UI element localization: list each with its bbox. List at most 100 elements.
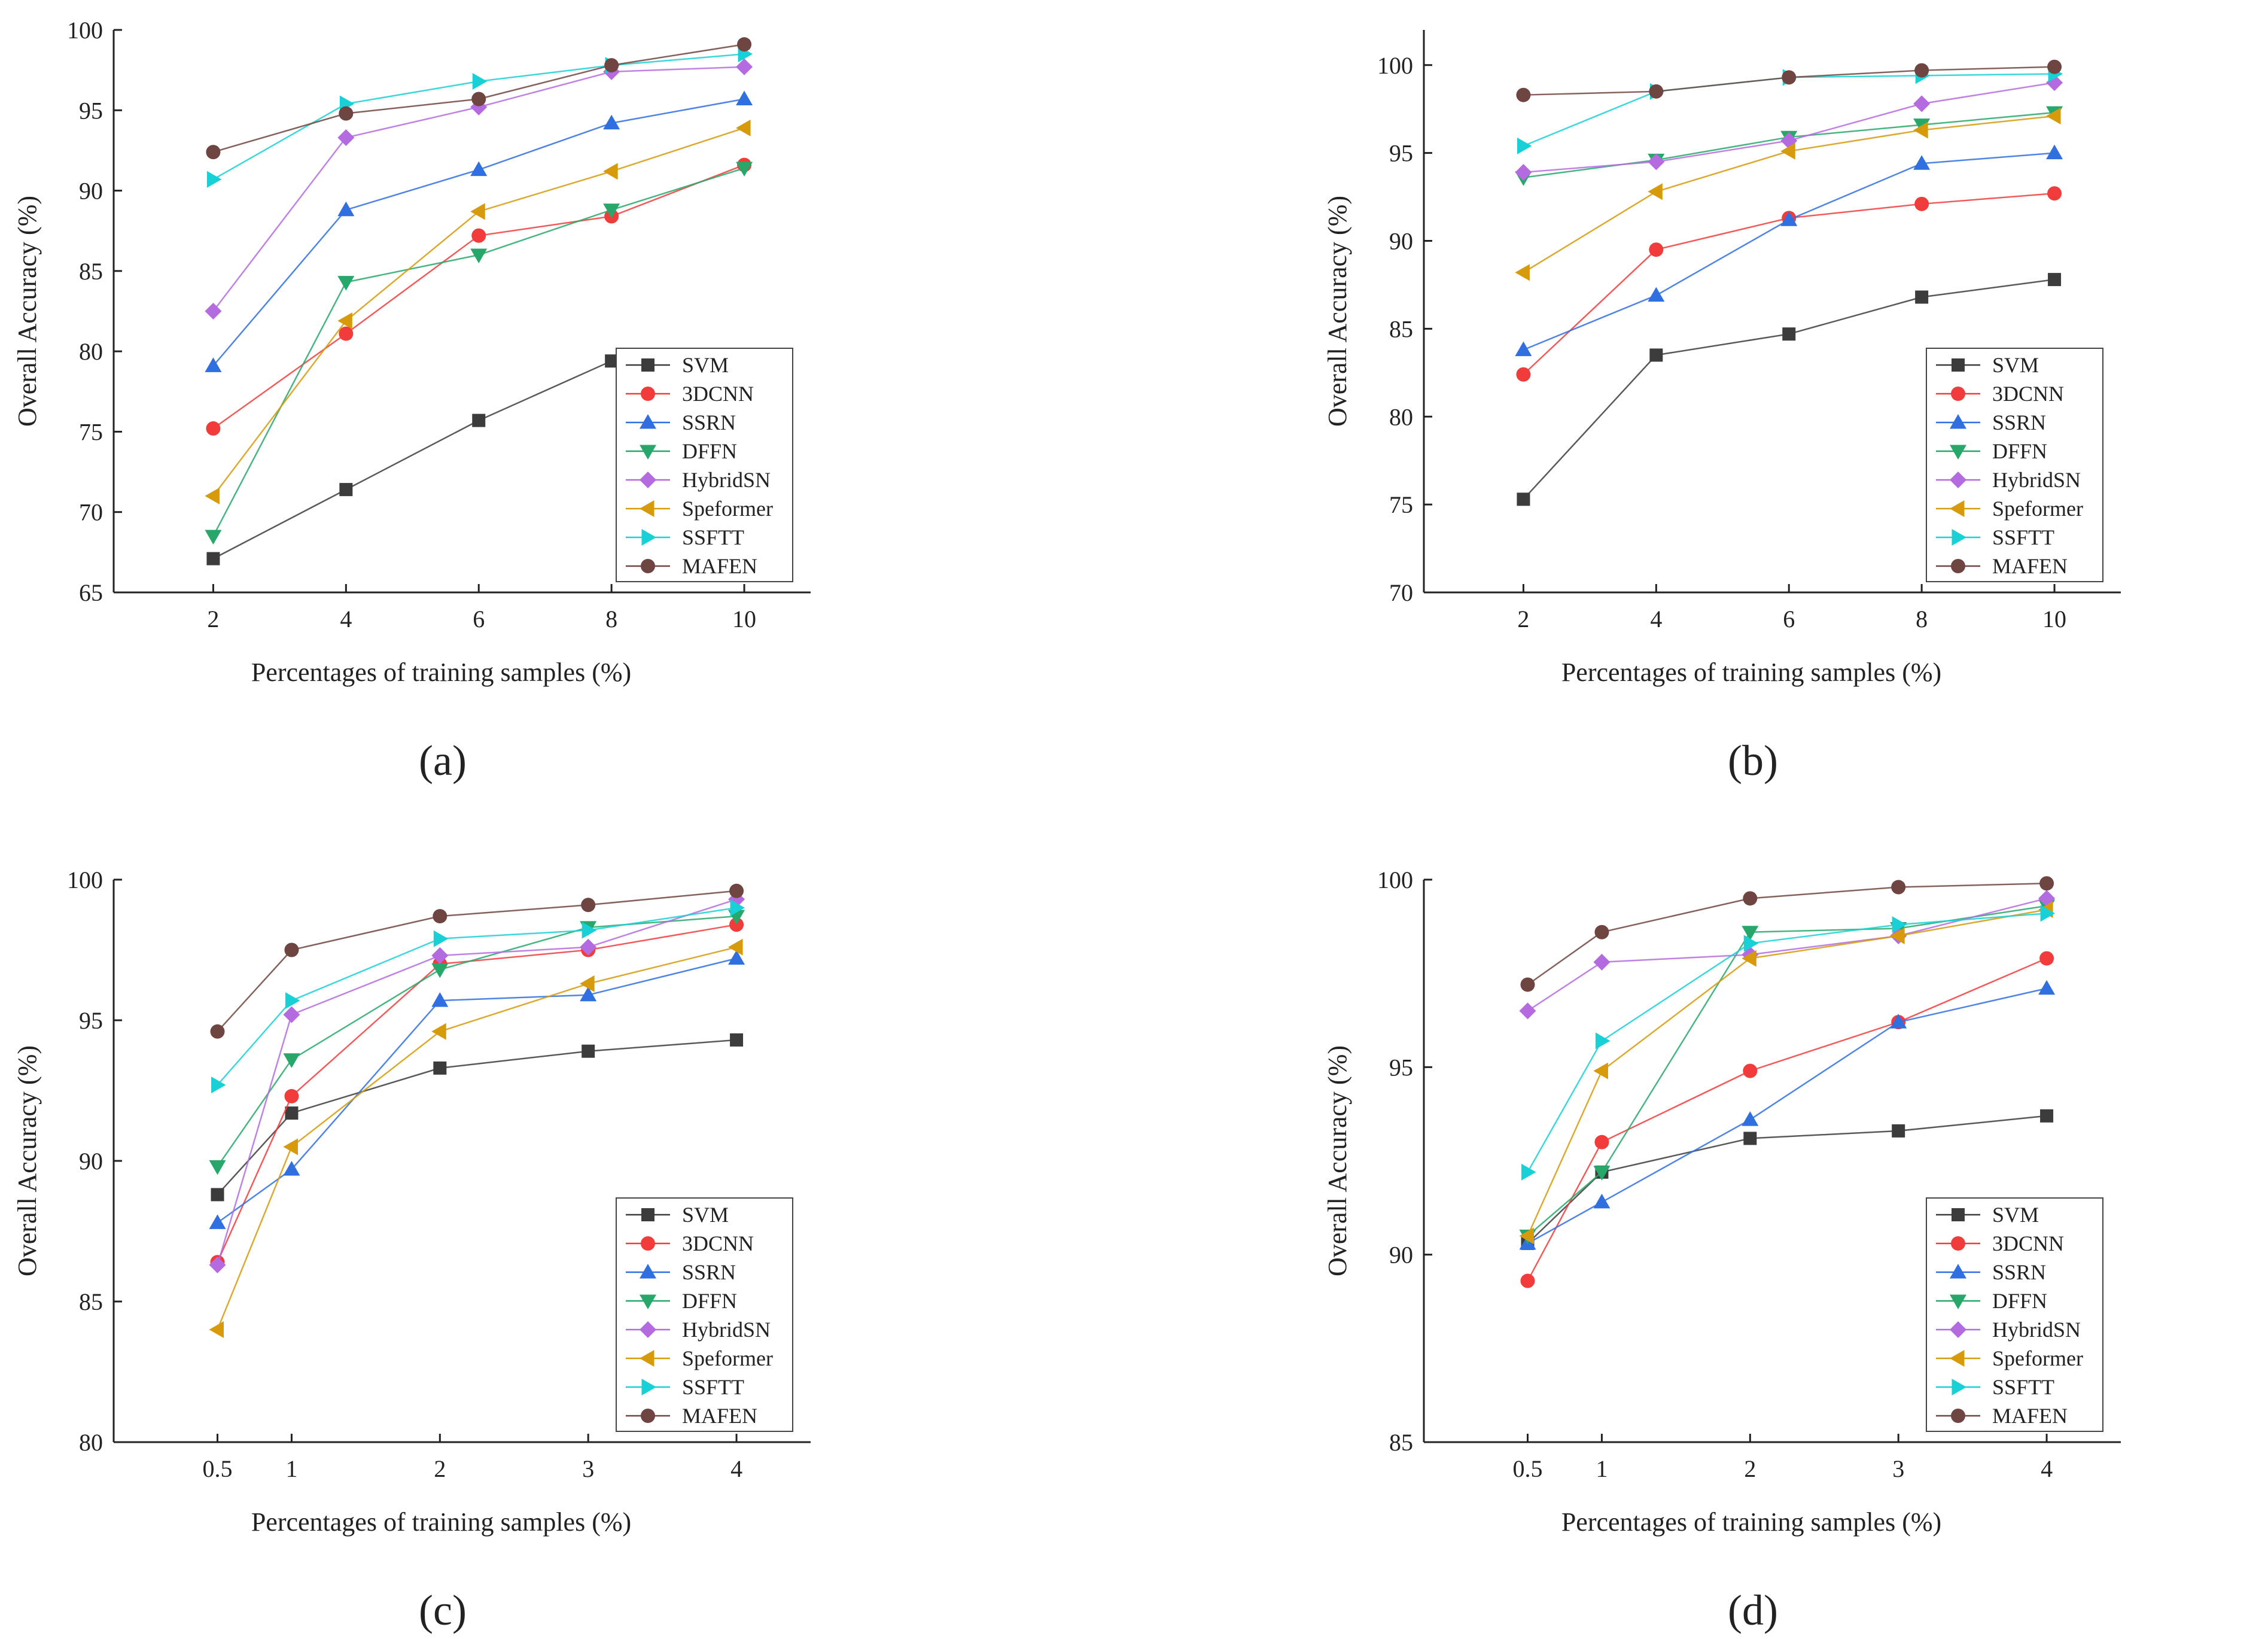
data-point-svm — [1915, 290, 1929, 304]
legend-label-dffn: DFFN — [682, 1289, 737, 1313]
legend-label-ssftt: SSFTT — [682, 525, 744, 549]
data-point-mafen — [604, 58, 619, 73]
data-point-svm — [2040, 1109, 2054, 1123]
legend-label-hybridsn: HybridSN — [682, 468, 771, 492]
x-tick-label: 4 — [340, 606, 352, 633]
data-point-ssrn — [603, 114, 620, 130]
legend-label-mafen: MAFEN — [1992, 1404, 2068, 1428]
x-axis-title: Percentages of training samples (%) — [1561, 658, 1941, 687]
data-point-mafen — [581, 898, 596, 913]
y-tick-label: 100 — [67, 866, 103, 893]
data-point-svm — [1517, 492, 1530, 506]
data-point-svm — [1782, 327, 1796, 341]
data-point-mafen — [1914, 63, 1929, 78]
x-axis-title: Percentages of training samples (%) — [251, 1507, 631, 1537]
data-point-speformer — [603, 163, 618, 180]
legend-marker-speformer — [1950, 500, 1965, 517]
data-point-dffn — [1593, 1166, 1611, 1181]
y-tick-label: 100 — [1377, 52, 1413, 79]
data-point-speformer — [337, 312, 352, 330]
data-point-hybridsn — [1913, 95, 1931, 112]
data-point-ssftt — [433, 930, 449, 947]
data-point-hybridsn — [736, 58, 753, 75]
y-tick-label: 100 — [1377, 866, 1413, 893]
data-point-ssrn — [1742, 1111, 1759, 1126]
data-point-ssrn — [580, 986, 597, 1002]
data-point-speformer — [1515, 264, 1530, 281]
y-axis-title: Overall Accuracy (%) — [13, 196, 42, 427]
legend-marker-speformer — [640, 500, 654, 517]
data-point-ssrn — [728, 950, 745, 965]
data-point-svm — [285, 1106, 299, 1120]
x-tick-label: 2 — [1517, 606, 1529, 633]
legend-marker-mafen — [1951, 559, 1965, 573]
legend-label-speformer: Speformer — [682, 497, 773, 521]
legend: SVM 3DCNN SSRN DFFN HybridSN Speformer SSFTT MA… — [616, 1197, 793, 1432]
y-tick-label: 85 — [79, 258, 103, 285]
legend-label-svm: SVM — [1992, 1203, 2039, 1227]
data-point-ssftt — [285, 992, 300, 1009]
x-axis-title: Percentages of training samples (%) — [1561, 1507, 1941, 1537]
data-point-svm — [433, 1061, 447, 1075]
data-point-mafen — [1649, 84, 1664, 99]
data-point-mafen — [471, 92, 486, 107]
data-point-ssftt — [582, 922, 597, 939]
data-point-mafen — [433, 909, 447, 924]
data-point-3dcnn — [1743, 1063, 1758, 1078]
legend-label-speformer: Speformer — [1992, 1346, 2083, 1370]
y-axis-title: Overall Accuracy (%) — [1323, 1045, 1352, 1276]
data-point-3dcnn — [1516, 367, 1531, 382]
y-tick-label: 100 — [67, 17, 103, 44]
data-point-3dcnn — [284, 1088, 299, 1103]
data-point-mafen — [1782, 70, 1797, 85]
x-tick-label: 3 — [1892, 1455, 1904, 1482]
data-point-mafen — [1520, 977, 1535, 992]
legend-marker-ssftt — [641, 1379, 656, 1395]
data-point-ssrn — [337, 201, 355, 217]
chart-panel-3: 80 85 90 95 100 0.5 1 2 3 4 Percentages of trainin… — [13, 866, 811, 1634]
chart-panel-4: 85 90 95 100 0.5 1 2 3 4 Percentages of training … — [1323, 866, 2121, 1634]
data-point-mafen — [1743, 891, 1758, 906]
data-point-hybridsn — [1519, 1002, 1536, 1020]
legend-marker-hybridsn — [1950, 1321, 1966, 1338]
data-point-mafen — [210, 1024, 225, 1039]
data-point-mafen — [1594, 925, 1609, 939]
panel-caption: (a) — [419, 737, 467, 784]
data-point-3dcnn — [2039, 951, 2054, 966]
data-point-ssftt — [1892, 916, 1907, 933]
x-tick-label: 2 — [1744, 1455, 1756, 1482]
legend-marker-ssftt — [641, 529, 656, 546]
legend-marker-speformer — [1950, 1350, 1965, 1367]
legend: SVM 3DCNN SSRN DFFN HybridSN Speformer SSFTT MA… — [616, 348, 793, 582]
legend-marker-3dcnn — [1951, 1236, 1965, 1251]
legend-marker-ssrn — [640, 1264, 656, 1279]
x-tick-label: 1 — [1596, 1455, 1608, 1482]
data-point-dffn — [209, 1160, 226, 1175]
data-point-svm — [582, 1044, 595, 1058]
panel-caption: (b) — [1728, 737, 1778, 784]
legend-label-mafen: MAFEN — [682, 554, 757, 578]
legend-marker-dffn — [1950, 1294, 1966, 1309]
legend-marker-mafen — [641, 559, 655, 573]
data-point-mafen — [737, 37, 752, 52]
legend: SVM 3DCNN SSRN DFFN HybridSN Speformer SSFTT MA… — [1926, 1197, 2103, 1432]
data-point-ssrn — [205, 357, 222, 372]
data-point-3dcnn — [339, 326, 354, 341]
data-point-ssftt — [206, 171, 222, 188]
data-point-3dcnn — [1520, 1273, 1535, 1288]
legend-marker-ssftt — [1952, 1379, 1966, 1395]
data-point-3dcnn — [206, 421, 221, 436]
x-tick-label: 3 — [582, 1455, 594, 1482]
data-point-dffn — [205, 530, 222, 545]
data-point-hybridsn — [431, 947, 449, 964]
data-point-ssrn — [1515, 341, 1532, 357]
legend-marker-svm — [1952, 358, 1965, 372]
data-point-ssrn — [1913, 155, 1931, 170]
y-tick-label: 70 — [79, 499, 103, 526]
data-point-3dcnn — [2047, 186, 2062, 201]
x-tick-label: 8 — [605, 606, 617, 633]
data-point-3dcnn — [1649, 242, 1664, 257]
y-tick-label: 90 — [1389, 228, 1413, 255]
y-tick-label: 80 — [79, 1429, 103, 1456]
